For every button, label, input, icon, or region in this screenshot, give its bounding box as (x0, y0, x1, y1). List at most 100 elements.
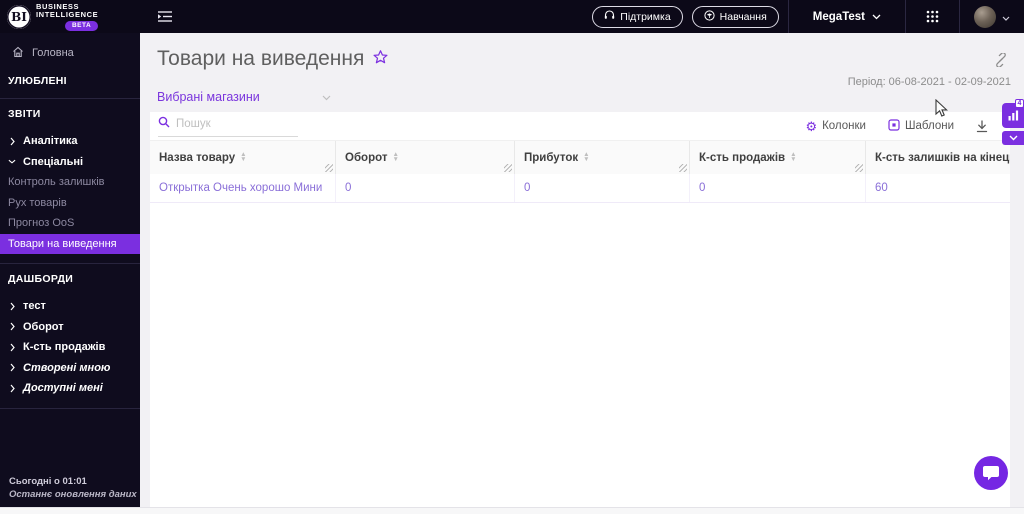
column-header-label: Назва товару (159, 151, 236, 164)
sidebar-item-label: Створені мною (23, 361, 111, 374)
sidebar-home-label: Головна (32, 47, 74, 59)
favorite-star-icon[interactable] (373, 49, 388, 69)
support-button[interactable]: Підтримка (592, 5, 683, 28)
collapse-panel-button[interactable] (1002, 131, 1024, 145)
topbar-divider (959, 0, 960, 33)
column-header-label: Прибуток (524, 151, 579, 164)
sidebar: Головна УЛЮБЛЕНІ ЗВІТИ Аналітика Спеціал… (0, 33, 140, 507)
column-resize-handle[interactable] (504, 164, 512, 172)
beta-badge: BETA (64, 20, 99, 31)
logo-line2: INTELLIGENCE (36, 9, 99, 19)
column-header-sales-count[interactable]: К-сть продажів ▲ ▼ (690, 141, 866, 174)
chevron-right-icon (8, 137, 16, 146)
templates-label: Шаблони (904, 120, 954, 132)
avatar (974, 5, 996, 28)
template-icon (888, 118, 900, 134)
table-toolbar: ⚙ Колонки Шаблони (150, 112, 1010, 140)
sidebar-item-label: тест (23, 300, 46, 313)
topbar: BI BUSINESS INTELLIGENCE BETA Підтримка … (0, 0, 1024, 33)
sidebar-divider (0, 98, 140, 99)
chevron-right-icon (8, 343, 16, 352)
sort-icon[interactable]: ▲ ▼ (583, 151, 590, 163)
menu-fold-icon[interactable] (158, 10, 172, 23)
sort-icon[interactable]: ▲ ▼ (790, 151, 797, 163)
search-input[interactable] (176, 118, 286, 130)
period-label: Період: 06-08-2021 - 02-09-2021 (847, 76, 1011, 88)
account-menu[interactable]: MegaTest (789, 0, 905, 33)
sidebar-item-label: К-сть продажів (23, 341, 106, 354)
gear-icon: ⚙ (805, 118, 818, 134)
chevron-down-icon (8, 159, 16, 164)
columns-button[interactable]: ⚙ Колонки (805, 118, 866, 134)
sort-icon[interactable]: ▲ ▼ (240, 151, 247, 163)
sidebar-item-label: Товари на виведення (8, 237, 117, 250)
table-cell-turnover: 0 (336, 174, 515, 202)
column-header-label: К-сть залишків на кінець періоду (875, 151, 1010, 164)
home-icon (12, 46, 24, 61)
sidebar-item-stock-control[interactable]: Контроль залишків (0, 172, 140, 193)
sidebar-item-label: Оборот (23, 320, 64, 333)
user-menu[interactable] (960, 0, 1024, 33)
sidebar-divider (0, 263, 140, 264)
sidebar-item-sales-count[interactable]: К-сть продажів (0, 337, 140, 358)
chevron-right-icon (8, 384, 16, 393)
last-update-time: Сьогодні о 01:01 (9, 476, 87, 487)
table-header-row: Назва товару ▲ ▼ Оборот ▲ ▼ Прибуток ▲ ▼ К-… (150, 140, 1010, 174)
filter-count-badge: 4 (1015, 99, 1024, 108)
page-title: Товари на виведення (157, 47, 365, 70)
training-button[interactable]: Навчання (691, 5, 779, 28)
filter-panel-button[interactable]: 4 (1002, 99, 1024, 128)
table-row: Открытка Очень хорошо Мини 0 0 0 60 (150, 174, 1010, 203)
sidebar-footer: Сьогодні о 01:01 Останнє оновлення даних (9, 475, 137, 501)
logo-line1: BUSINESS (36, 1, 80, 11)
chevron-right-icon (8, 363, 16, 372)
training-icon (704, 9, 715, 24)
app-logo[interactable]: BI BUSINESS INTELLIGENCE BETA (0, 1, 140, 31)
support-label: Підтримка (620, 10, 671, 23)
apps-grid-icon[interactable] (906, 0, 959, 33)
sidebar-item-label: Спеціальні (23, 155, 84, 168)
column-resize-handle[interactable] (679, 164, 687, 172)
sidebar-item-test[interactable]: тест (0, 296, 140, 317)
topbar-divider (787, 0, 789, 33)
sidebar-item-products-withdrawal[interactable]: Товари на виведення (0, 233, 140, 254)
sidebar-item-available-to-me[interactable]: Доступні мені (0, 378, 140, 399)
column-header-turnover[interactable]: Оборот ▲ ▼ (336, 141, 515, 174)
sidebar-section-favorites: УЛЮБЛЕНІ (8, 75, 67, 87)
sidebar-item-oos-forecast[interactable]: Прогноз OoS (0, 213, 140, 234)
sidebar-divider (0, 407, 140, 409)
horizontal-scrollbar[interactable] (0, 507, 1024, 514)
download-icon[interactable] (976, 119, 988, 133)
sidebar-item-label: Рух товарів (8, 196, 67, 209)
logo-bi-icon: BI (7, 4, 31, 29)
product-name-link[interactable]: Открытка Очень хорошо Мини (150, 174, 336, 202)
sidebar-item-special[interactable]: Спеціальні (0, 152, 140, 173)
account-name: MegaTest (812, 10, 865, 23)
training-label: Навчання (719, 10, 767, 23)
column-header-stock-end[interactable]: К-сть залишків на кінець періоду ▲▼ (866, 141, 1010, 174)
sort-icon[interactable]: ▲ ▼ (392, 151, 399, 163)
toolbar-actions: ⚙ Колонки Шаблони (805, 118, 1000, 134)
chat-button[interactable] (974, 456, 1008, 490)
sidebar-item-label: Контроль залишків (8, 176, 105, 189)
sidebar-item-analytics[interactable]: Аналітика (0, 131, 140, 152)
chevron-down-icon (1002, 8, 1010, 26)
column-resize-handle[interactable] (325, 164, 333, 172)
column-header-profit[interactable]: Прибуток ▲ ▼ (515, 141, 690, 174)
sidebar-item-created-by-me[interactable]: Створені мною (0, 358, 140, 379)
copy-link-icon[interactable] (994, 52, 1008, 70)
sidebar-item-goods-movement[interactable]: Рух товарів (0, 193, 140, 214)
store-filter-dropdown[interactable]: Вибрані магазини (157, 88, 333, 114)
column-header-name[interactable]: Назва товару ▲ ▼ (150, 141, 336, 174)
chevron-down-icon (322, 88, 331, 106)
main-content: Товари на виведення Період: 06-08-2021 -… (140, 33, 1024, 507)
sidebar-item-home[interactable]: Головна (0, 44, 140, 62)
title-row: Товари на виведення (157, 47, 388, 71)
sidebar-item-label: Доступні мені (23, 382, 103, 395)
search-box[interactable] (158, 115, 298, 137)
store-filter-value: Вибрані магазини (157, 90, 260, 104)
sidebar-item-turnover[interactable]: Оборот (0, 317, 140, 338)
column-resize-handle[interactable] (855, 164, 863, 172)
sidebar-item-label: Прогноз OoS (8, 217, 75, 230)
templates-button[interactable]: Шаблони (888, 118, 954, 134)
